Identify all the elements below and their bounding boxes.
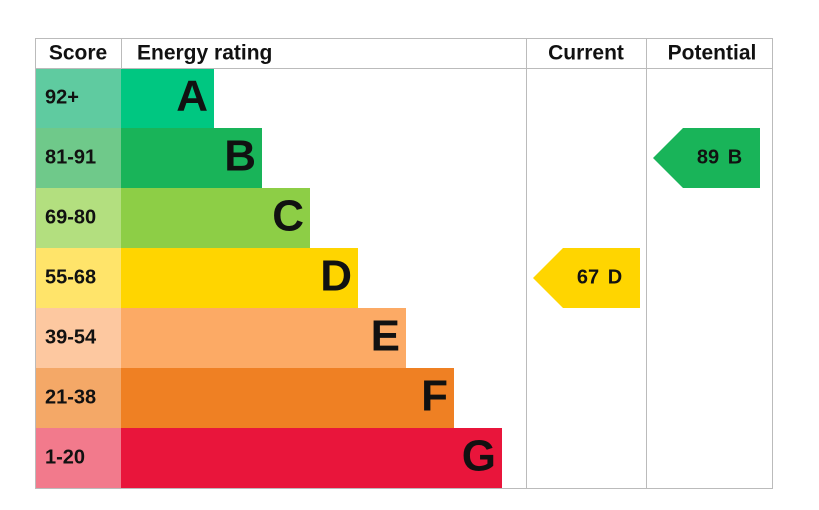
rating-letter: D [320,252,352,301]
score-range: 21-38 [45,386,96,408]
score-range: 81-91 [45,146,96,168]
potential-arrow [653,128,760,188]
score-cell [35,368,121,428]
header-potential: Potential [668,42,757,65]
score-range: 69-80 [45,206,96,228]
current-score: 67 [577,266,599,288]
rating-bar [121,188,310,248]
rating-letter: E [371,312,400,361]
table-grid [35,38,773,489]
rating-letter: B [224,132,256,181]
score-cell [35,428,121,488]
header-score: Score [49,42,107,65]
score-cell [35,68,121,128]
score-range: 39-54 [45,326,97,348]
score-cell [35,128,121,188]
current-rating: D [608,266,622,288]
rating-letter: A [176,72,208,121]
potential-rating: B [728,146,742,168]
rating-bar [121,128,262,188]
current-arrow [533,248,640,308]
potential-score: 89 [697,146,719,168]
score-range: 1-20 [45,446,85,468]
score-cell [35,188,121,248]
score-cell [35,248,121,308]
rating-bar [121,428,502,488]
rating-letter: G [462,432,496,481]
score-range: 92+ [45,86,79,108]
table-border [35,38,773,489]
header-current: Current [548,42,624,65]
rating-letter: C [272,192,304,241]
rating-bar [121,248,358,308]
rating-bar [121,308,406,368]
score-cell [35,308,121,368]
rating-letter: F [421,372,448,421]
rating-bar [121,68,214,128]
header-energy-rating: Energy rating [137,42,272,65]
rating-bar [121,368,454,428]
score-range: 55-68 [45,266,96,288]
